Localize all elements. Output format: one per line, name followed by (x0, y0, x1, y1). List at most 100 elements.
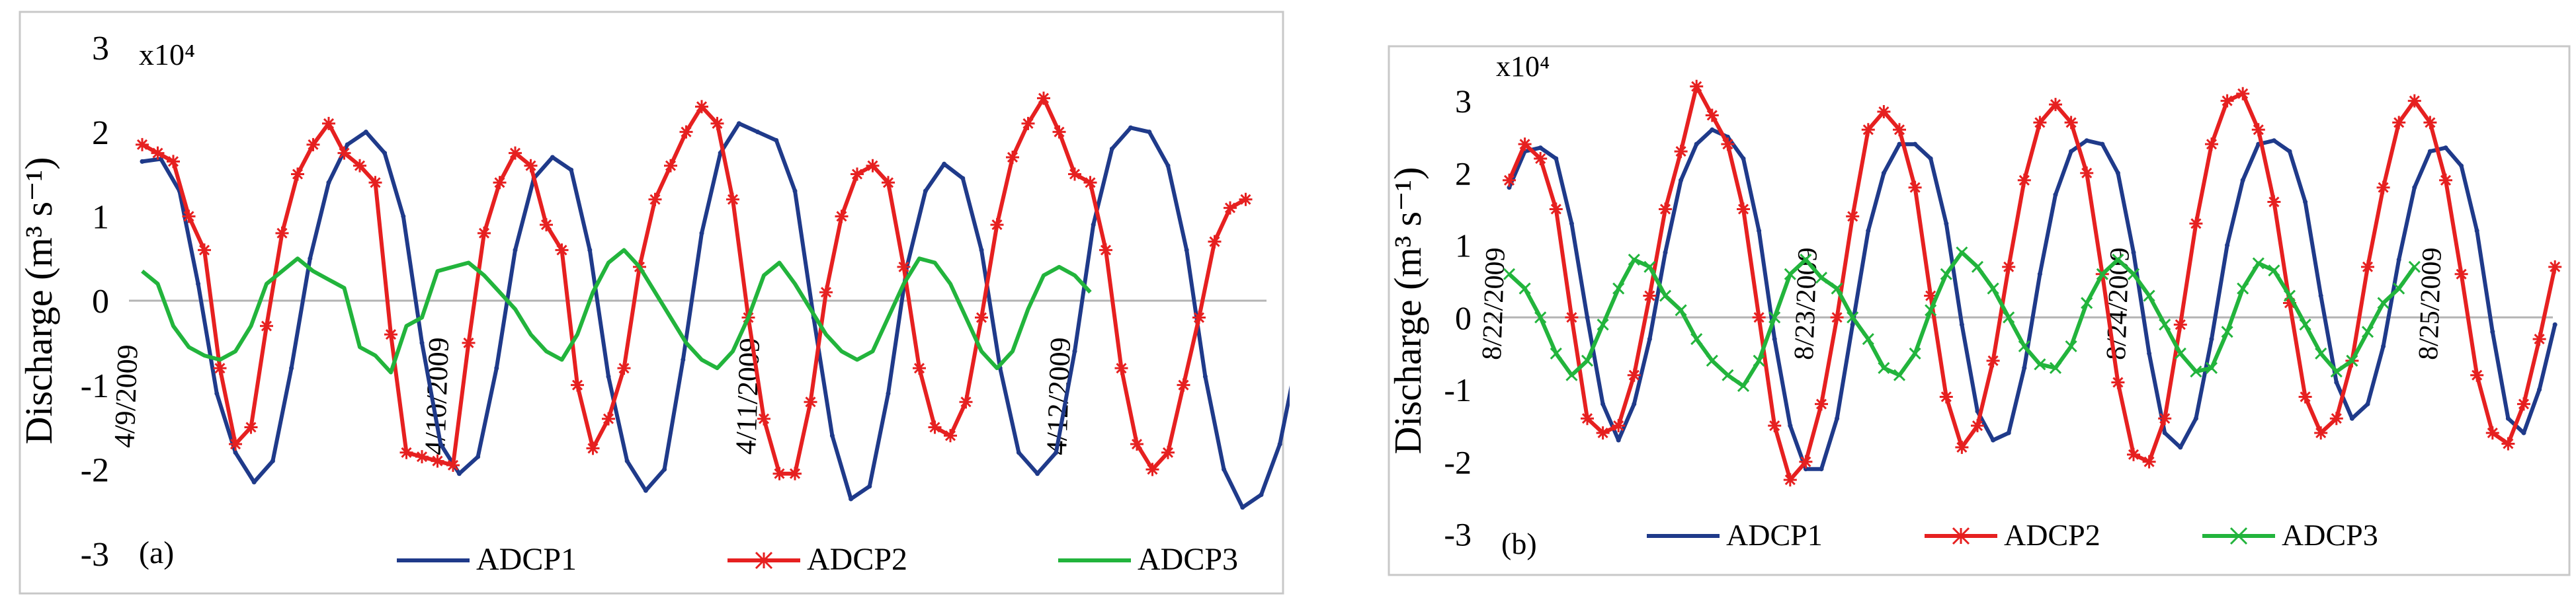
data-point (1647, 336, 1652, 342)
data-point (1016, 450, 1021, 455)
data-point (866, 159, 880, 172)
y-axis-label: Discharge (m³ s⁻¹) (17, 157, 60, 445)
data-point (229, 437, 242, 451)
data-point (2131, 250, 2136, 255)
data-point (923, 188, 928, 194)
data-point (2474, 228, 2479, 233)
data-point (2081, 297, 2093, 309)
data-point (1565, 369, 1578, 381)
legend-marker (755, 551, 773, 570)
data-point (913, 361, 926, 375)
data-point (1659, 289, 1672, 302)
data-point (1585, 315, 1590, 320)
data-point (2178, 445, 2183, 450)
data-point (788, 467, 802, 480)
data-point (1184, 247, 1189, 252)
data-point (1722, 369, 1734, 381)
data-point (438, 441, 443, 447)
data-point (1006, 150, 1019, 164)
y-tick-label: -1 (81, 367, 109, 405)
data-point (1659, 202, 1672, 216)
data-point (1721, 137, 1735, 151)
data-point (1986, 354, 2000, 367)
data-point (2283, 296, 2296, 310)
data-point (1913, 141, 1918, 147)
data-point (1784, 268, 1796, 280)
data-point (695, 100, 708, 114)
y-tick-label: -1 (1444, 371, 1472, 408)
data-point (509, 146, 522, 160)
data-point (2174, 347, 2186, 360)
data-point (1569, 221, 1574, 226)
data-point (2252, 257, 2264, 270)
data-point (1800, 253, 1812, 266)
data-point (2069, 149, 2074, 154)
data-point (1554, 156, 1559, 161)
data-point (2346, 354, 2358, 367)
data-point (1202, 374, 1208, 379)
data-point (2033, 116, 2047, 130)
data-point (990, 218, 1004, 232)
data-point (2190, 365, 2202, 378)
data-point (322, 116, 335, 130)
data-point (1846, 209, 1860, 223)
data-point (167, 155, 180, 169)
data-point (681, 357, 686, 362)
data-point (2349, 416, 2354, 421)
data-point (1503, 173, 1516, 187)
data-point (2267, 195, 2281, 209)
data-point (1940, 268, 1952, 280)
data-point (2111, 375, 2125, 389)
data-point (446, 458, 460, 472)
data-point (1909, 347, 1921, 360)
data-point (2365, 401, 2370, 406)
data-point (569, 167, 574, 172)
data-point (196, 281, 201, 286)
data-point (960, 176, 966, 181)
data-point (2271, 138, 2276, 143)
data-point (1705, 108, 1719, 122)
data-point (213, 361, 227, 375)
data-point (1803, 467, 1808, 472)
data-point (1959, 322, 1964, 327)
data-point (2490, 329, 2495, 334)
data-point (979, 247, 984, 252)
data-point (2329, 412, 2343, 426)
data-point (1612, 282, 1625, 295)
y-tick-label: 2 (92, 114, 109, 152)
data-point (2268, 264, 2280, 277)
chart-svg-a: Discharge (m³ s⁻¹) x10⁴ (a) -3 -2 -1 0 1 2 3 4/… (17, 11, 1290, 595)
data-point (291, 167, 304, 181)
data-point (2221, 326, 2233, 338)
data-point (151, 146, 165, 160)
data-point (2485, 426, 2499, 440)
data-point (2002, 260, 2016, 274)
data-point (1616, 437, 1621, 443)
y-scale-label: x10⁴ (139, 38, 195, 71)
data-point (2143, 289, 2155, 302)
data-point (1706, 354, 1718, 367)
data-point (1165, 163, 1171, 169)
data-point (1114, 361, 1128, 375)
data-point (699, 231, 704, 236)
data-point (897, 260, 911, 274)
y-tick-label: 1 (1455, 227, 1472, 264)
data-point (835, 209, 849, 223)
data-point (975, 311, 988, 324)
y-tick-label: 3 (92, 30, 109, 67)
data-point (1534, 152, 1548, 165)
data-point (1830, 311, 1844, 324)
x-tick-label: 8/25/2009 (2413, 247, 2448, 361)
data-point (1987, 282, 1999, 295)
data-point (270, 459, 275, 464)
data-point (2299, 319, 2311, 331)
data-point (2236, 87, 2250, 100)
data-point (2115, 170, 2120, 176)
data-point (851, 167, 864, 181)
data-point (2552, 322, 2557, 327)
data-point (1971, 419, 1984, 433)
data-point (2193, 416, 2198, 421)
data-point (289, 365, 294, 371)
data-point (182, 209, 196, 223)
data-point (774, 137, 779, 143)
